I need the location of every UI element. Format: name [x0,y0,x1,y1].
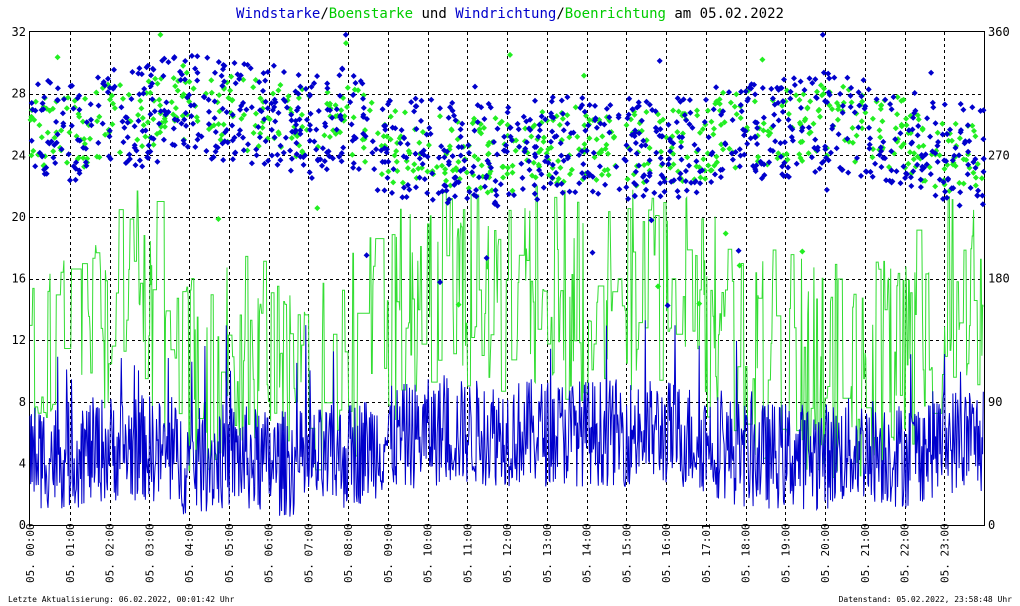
y-right-tick-label: 180 [988,272,1010,286]
y-left-tick-label: 8 [19,395,26,409]
x-tick-label: 05. 14:00 [581,523,594,583]
x-tick-label: 05. 19:00 [779,523,792,583]
chart-title: Windstarke/Boenstarke und Windrichtung/B… [236,6,784,22]
x-tick-label: 05. 20:00 [819,523,832,583]
x-axis: 05. 00:00 05. 01:00 05. 02:00 05. 03:00 05. … [24,523,951,583]
x-tick-label: 05. 22:00 [899,523,912,583]
wind-line [29,320,984,517]
title-part-7: am 05.02.2022 [666,6,784,22]
y-left-tick-label: 32 [12,25,26,39]
wind-direction-series [28,31,987,309]
x-tick-label: 05. 05:00 [223,523,236,583]
x-tick-label: 05. 12:00 [501,523,514,583]
x-tick-label: 05. 08:00 [342,523,355,583]
y-right-tick-label: 360 [988,25,1010,39]
x-tick-label: 05. 09:00 [382,523,395,583]
y-left-tick-label: 0 [19,518,26,532]
plot-frame [29,31,985,526]
title-part-1: / [320,6,328,22]
y-axis-right: 0 90 180 270 360 [988,25,1010,532]
x-tick-label: 05. 13:00 [541,523,554,583]
title-part-5: / [556,6,564,22]
x-tick-label: 05. 18:00 [740,523,753,583]
x-tick-label: 05. 17:01 [700,523,713,583]
title-part-0: Windstarke [236,6,320,22]
x-tick-label: 05. 11:00 [461,523,474,583]
title-part-4: Windrichtung [455,6,556,22]
x-tick-label: 05. 15:00 [620,523,633,583]
y-left-tick-label: 16 [12,272,26,286]
footer-data-status: Datenstand: 05.02.2022, 23:58:48 Uhr [839,595,1013,604]
y-left-tick-label: 28 [12,87,26,101]
y-left-tick-label: 24 [12,148,26,162]
y-left-tick-label: 4 [19,456,26,470]
title-part-2: Boenstarke [329,6,413,22]
x-tick-label: 05. 16:00 [660,523,673,583]
y-axis-left: 0 4 8 12 16 20 24 28 32 [12,25,26,532]
x-tick-label: 05. 04:00 [183,523,196,583]
x-tick-label: 05. 06:00 [263,523,276,583]
y-left-tick-label: 12 [12,333,26,347]
x-tick-label: 05. 21:00 [859,523,872,583]
x-tick-label: 05. 00:00 [24,523,37,583]
y-left-tick-label: 20 [12,210,26,224]
y-right-tick-label: 90 [988,395,1002,409]
x-tick-label: 05. 03:00 [143,523,156,583]
x-tick-label: 05. 07:00 [302,523,315,583]
y-right-tick-label: 0 [988,518,995,532]
footer-update-time: Letzte Aktualisierung: 06.02.2022, 00:01… [8,595,235,604]
wind-direction-markers [28,31,987,309]
x-tick-label: 05. 10:00 [422,523,435,583]
x-tick-label: 05. 02:00 [104,523,117,583]
x-tick-label: 05. 01:00 [64,523,77,583]
y-right-tick-label: 270 [988,148,1010,162]
title-part-3: und [413,6,455,22]
title-part-6: Boenrichtung [565,6,666,22]
wind-series [29,320,984,517]
x-tick-label: 05. 23:00 [938,523,951,583]
